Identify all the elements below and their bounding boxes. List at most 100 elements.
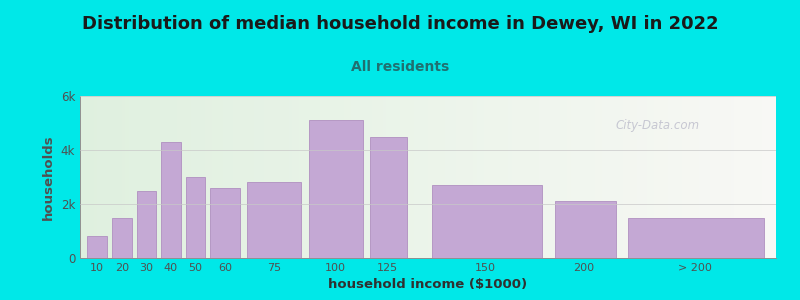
Bar (230, 82, 233, 258)
Bar (421, 82, 425, 258)
Bar (706, 82, 710, 258)
Bar (98, 82, 101, 258)
Bar (480, 82, 484, 258)
Bar (564, 82, 567, 258)
Bar (554, 201, 616, 258)
Bar (717, 82, 720, 258)
Bar (668, 82, 672, 258)
Bar (606, 82, 609, 258)
Bar (484, 82, 487, 258)
Bar (210, 188, 240, 258)
Bar (678, 82, 682, 258)
Bar (640, 82, 644, 258)
Bar (414, 82, 418, 258)
Bar (157, 82, 160, 258)
Bar (160, 82, 163, 258)
Bar (370, 136, 407, 258)
Bar (533, 82, 536, 258)
Bar (111, 82, 115, 258)
Bar (137, 190, 156, 258)
Bar (334, 82, 338, 258)
Bar (178, 82, 181, 258)
Bar (435, 82, 438, 258)
Bar (132, 82, 136, 258)
Bar (87, 236, 107, 258)
Bar (595, 82, 598, 258)
Bar (602, 82, 606, 258)
Bar (254, 82, 258, 258)
Bar (609, 82, 613, 258)
Bar (309, 120, 363, 258)
Bar (724, 82, 727, 258)
Bar (487, 82, 490, 258)
Bar (376, 82, 379, 258)
Bar (226, 82, 230, 258)
Bar (574, 82, 578, 258)
Text: Distribution of median household income in Dewey, WI in 2022: Distribution of median household income … (82, 15, 718, 33)
Bar (258, 82, 261, 258)
Bar (456, 82, 459, 258)
Bar (699, 82, 703, 258)
Bar (366, 82, 369, 258)
Bar (634, 82, 637, 258)
Bar (400, 82, 404, 258)
Y-axis label: households: households (42, 134, 55, 220)
Bar (474, 82, 477, 258)
Bar (268, 82, 271, 258)
Bar (282, 82, 286, 258)
Bar (494, 82, 498, 258)
Bar (310, 82, 313, 258)
Bar (773, 82, 776, 258)
Bar (738, 82, 742, 258)
Bar (112, 218, 132, 258)
Bar (626, 82, 630, 258)
Bar (501, 82, 505, 258)
Bar (265, 82, 268, 258)
Bar (418, 82, 421, 258)
Bar (90, 82, 94, 258)
Bar (734, 82, 738, 258)
Bar (720, 82, 724, 258)
Bar (490, 82, 494, 258)
Bar (240, 82, 243, 258)
Bar (271, 82, 275, 258)
Bar (161, 142, 181, 258)
Bar (431, 82, 435, 258)
Bar (163, 82, 167, 258)
Bar (629, 218, 764, 258)
Bar (198, 82, 202, 258)
Bar (209, 82, 212, 258)
Bar (672, 82, 675, 258)
Bar (394, 82, 397, 258)
Bar (186, 177, 206, 258)
Bar (289, 82, 292, 258)
Bar (146, 82, 150, 258)
Bar (647, 82, 650, 258)
Bar (247, 82, 250, 258)
Bar (369, 82, 372, 258)
Bar (233, 82, 237, 258)
Bar (87, 82, 90, 258)
Bar (745, 82, 748, 258)
Bar (591, 82, 595, 258)
Bar (167, 82, 170, 258)
Bar (623, 82, 626, 258)
Bar (104, 82, 108, 258)
Bar (710, 82, 714, 258)
Bar (83, 82, 87, 258)
Bar (442, 82, 446, 258)
Bar (459, 82, 462, 258)
Bar (122, 82, 126, 258)
Bar (188, 82, 191, 258)
Bar (560, 82, 564, 258)
Bar (515, 82, 518, 258)
Bar (686, 82, 689, 258)
Bar (466, 82, 470, 258)
Bar (546, 82, 550, 258)
Bar (505, 82, 508, 258)
Bar (498, 82, 501, 258)
Bar (550, 82, 554, 258)
Bar (80, 82, 83, 258)
Bar (616, 82, 619, 258)
Bar (581, 82, 585, 258)
